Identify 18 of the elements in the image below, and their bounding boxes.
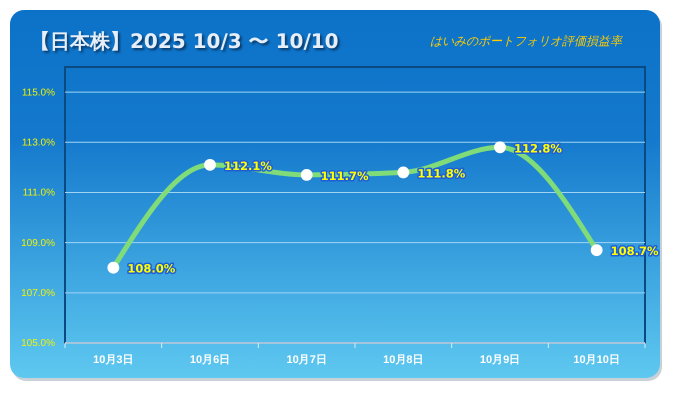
- chart-subtitle: はいみのポートフォリオ評価損益率: [430, 34, 624, 48]
- x-tick-label: 10月10日: [573, 354, 620, 366]
- y-tick-label: 105.0%: [21, 338, 56, 350]
- x-tick-label: 10月7日: [286, 354, 327, 366]
- y-tick-label: 109.0%: [21, 238, 56, 249]
- data-label: 108.7%: [610, 244, 660, 258]
- y-tick-label: 113.0%: [22, 137, 56, 148]
- y-tick-label: 115.0%: [22, 87, 56, 98]
- data-label: 108.0%: [127, 262, 176, 276]
- x-tick-label: 10月6日: [190, 354, 230, 366]
- data-label: 111.8%: [417, 166, 466, 180]
- y-tick-label: 107.0%: [21, 288, 56, 300]
- chart-title: 【日本株】2025 10/3 〜 10/10: [30, 29, 339, 53]
- x-tick-label: 10月3日: [93, 354, 134, 366]
- data-label: 112.8%: [514, 141, 562, 156]
- y-tick-label: 111.0%: [22, 188, 56, 199]
- x-tick-label: 10月8日: [383, 354, 424, 366]
- x-tick-label: 10月9日: [480, 354, 520, 366]
